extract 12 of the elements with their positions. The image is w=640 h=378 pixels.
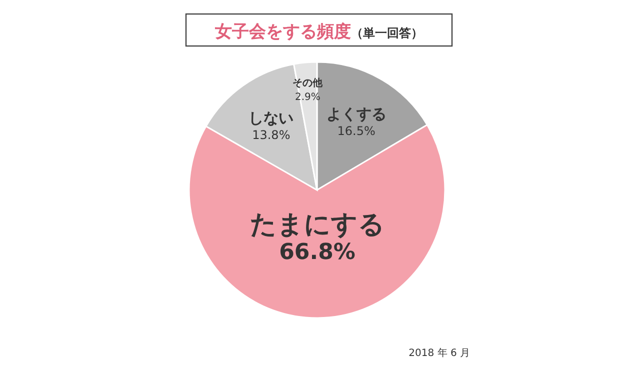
text: 2018 年 6 月 <box>408 347 470 359</box>
data-label: 16.5% <box>337 124 376 138</box>
slice-label: その他 <box>292 77 324 90</box>
slice-label: しない <box>248 109 294 128</box>
chart-title: 女子会をする頻度 <box>214 22 351 42</box>
chart-subtitle: （単一回答） <box>351 26 423 40</box>
slice-label: たまにする <box>250 210 385 240</box>
data-label: 66.8% <box>279 240 356 265</box>
title: 女子会をする頻度（単一回答） <box>185 13 453 47</box>
data-label: 13.8% <box>252 128 290 142</box>
slice-label: よくする <box>326 105 386 124</box>
data-label: 2.9% <box>294 92 320 104</box>
